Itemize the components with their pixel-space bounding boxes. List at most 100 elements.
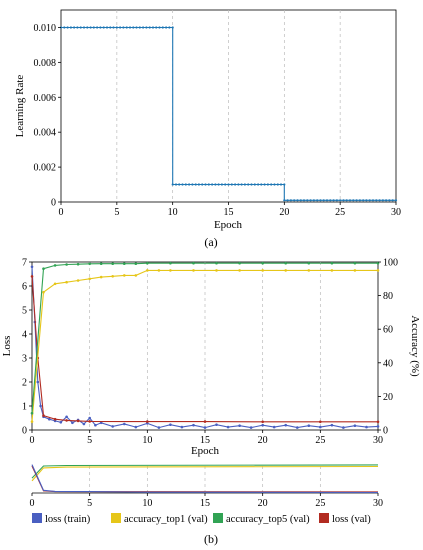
series-line-3 bbox=[31, 464, 379, 494]
data-point bbox=[263, 183, 266, 186]
data-point bbox=[302, 199, 306, 202]
data-point bbox=[88, 420, 91, 423]
data-point bbox=[89, 26, 92, 29]
data-point bbox=[123, 422, 126, 426]
data-point bbox=[230, 183, 233, 186]
data-point bbox=[192, 269, 195, 272]
data-point bbox=[169, 261, 172, 265]
series-line-1 bbox=[31, 465, 379, 482]
data-point bbox=[283, 183, 286, 186]
data-point bbox=[184, 183, 187, 186]
data-point bbox=[388, 199, 391, 202]
x-tick-label: 30 bbox=[373, 498, 383, 509]
data-point bbox=[169, 423, 172, 427]
data-point bbox=[342, 426, 345, 429]
data-point bbox=[273, 183, 276, 186]
y-tick-label: 2 bbox=[22, 378, 27, 389]
data-point bbox=[66, 26, 69, 29]
data-point bbox=[42, 414, 45, 417]
y-tick-label: 7 bbox=[22, 258, 27, 269]
series-line-0 bbox=[31, 464, 379, 479]
data-point bbox=[180, 425, 184, 429]
data-point bbox=[99, 26, 102, 29]
data-point bbox=[353, 424, 357, 428]
data-point bbox=[250, 183, 253, 186]
panel-label-a: (a) bbox=[204, 235, 217, 249]
data-point bbox=[82, 422, 86, 426]
data-point bbox=[135, 26, 138, 29]
data-point bbox=[203, 426, 207, 429]
data-point bbox=[257, 183, 260, 186]
data-point bbox=[207, 183, 210, 186]
data-point bbox=[151, 26, 155, 29]
data-point bbox=[325, 199, 329, 202]
x-tick-label: 15 bbox=[200, 498, 210, 509]
x-tick-label: 10 bbox=[142, 498, 152, 509]
data-point bbox=[76, 279, 80, 282]
data-point bbox=[227, 183, 230, 186]
data-point bbox=[157, 269, 161, 272]
x-tick-label: 0 bbox=[30, 498, 35, 509]
data-point bbox=[322, 199, 325, 202]
data-point bbox=[332, 199, 335, 202]
data-point bbox=[203, 420, 207, 423]
x-tick-label: 15 bbox=[200, 435, 210, 446]
y-tick-label: 0.010 bbox=[34, 23, 57, 34]
data-point bbox=[376, 420, 380, 424]
data-point bbox=[365, 425, 368, 429]
legend-label: accuracy_top1 (val) bbox=[124, 514, 208, 525]
data-point bbox=[243, 183, 246, 186]
data-point bbox=[111, 425, 114, 428]
data-point bbox=[215, 423, 218, 427]
data-point bbox=[376, 269, 380, 272]
data-point bbox=[161, 26, 164, 29]
data-point bbox=[279, 183, 283, 186]
y2-tick-label: 100 bbox=[383, 258, 398, 269]
data-point bbox=[272, 425, 276, 429]
x-tick-label: 25 bbox=[315, 498, 325, 509]
data-point bbox=[94, 423, 97, 427]
data-point bbox=[194, 183, 197, 186]
data-point bbox=[115, 26, 118, 29]
legend-swatch bbox=[319, 513, 329, 523]
x-tick-label: 0 bbox=[30, 435, 35, 446]
data-point bbox=[238, 261, 241, 265]
data-point bbox=[86, 26, 89, 29]
data-point bbox=[99, 421, 103, 425]
data-point bbox=[30, 265, 34, 269]
x-tick-label: 20 bbox=[258, 435, 268, 446]
y-tick-label: 0.002 bbox=[34, 163, 57, 174]
data-point bbox=[191, 183, 194, 186]
overview-chart: 0 5 10 15 20 25 30 bbox=[30, 464, 383, 509]
data-point bbox=[215, 269, 218, 272]
y-tick-label: 4 bbox=[22, 330, 27, 341]
data-point bbox=[99, 275, 103, 279]
data-point bbox=[59, 421, 63, 424]
data-point bbox=[102, 26, 105, 29]
data-point bbox=[125, 26, 128, 29]
data-point bbox=[237, 183, 240, 186]
data-point bbox=[309, 199, 312, 202]
data-point bbox=[224, 183, 227, 186]
data-point bbox=[238, 269, 241, 272]
data-point bbox=[53, 282, 57, 286]
data-point bbox=[289, 199, 292, 202]
data-point bbox=[169, 269, 172, 272]
x-axis-label-a: Epoch bbox=[214, 219, 243, 231]
x-tick-label: 10 bbox=[168, 207, 178, 218]
y-tick-label: 3 bbox=[22, 354, 27, 365]
data-point bbox=[307, 261, 311, 265]
data-point bbox=[105, 26, 109, 29]
data-point bbox=[123, 262, 126, 266]
data-point bbox=[73, 26, 76, 29]
data-point bbox=[371, 199, 375, 202]
data-point bbox=[148, 26, 151, 29]
data-point bbox=[385, 199, 388, 202]
data-point bbox=[307, 424, 311, 428]
data-point bbox=[134, 262, 138, 266]
data-point bbox=[128, 26, 132, 29]
legend: loss (train) accuracy_top1 (val) accuracy_… bbox=[32, 513, 371, 525]
data-point bbox=[296, 199, 299, 202]
legend-swatch bbox=[213, 513, 223, 523]
data-point bbox=[192, 423, 195, 427]
